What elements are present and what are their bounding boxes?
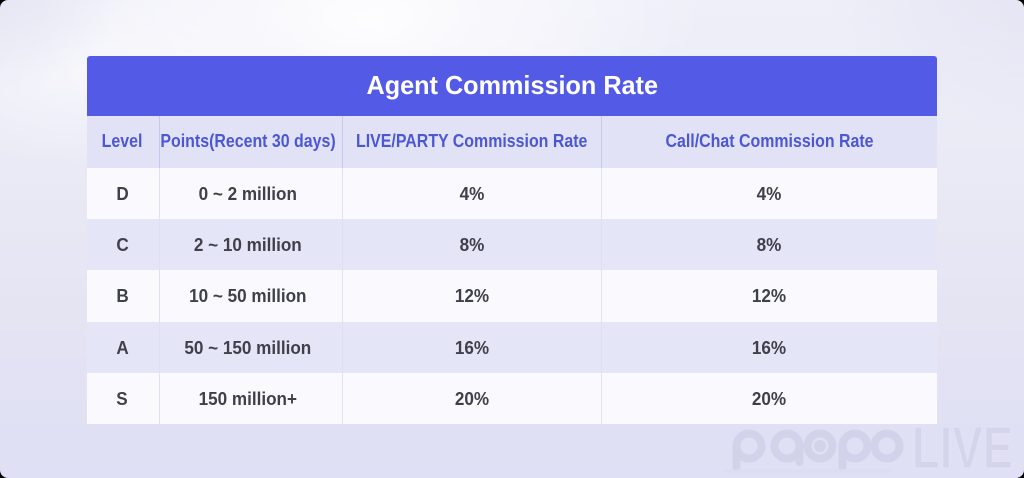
svg-text:LIVE: LIVE <box>912 415 1013 478</box>
